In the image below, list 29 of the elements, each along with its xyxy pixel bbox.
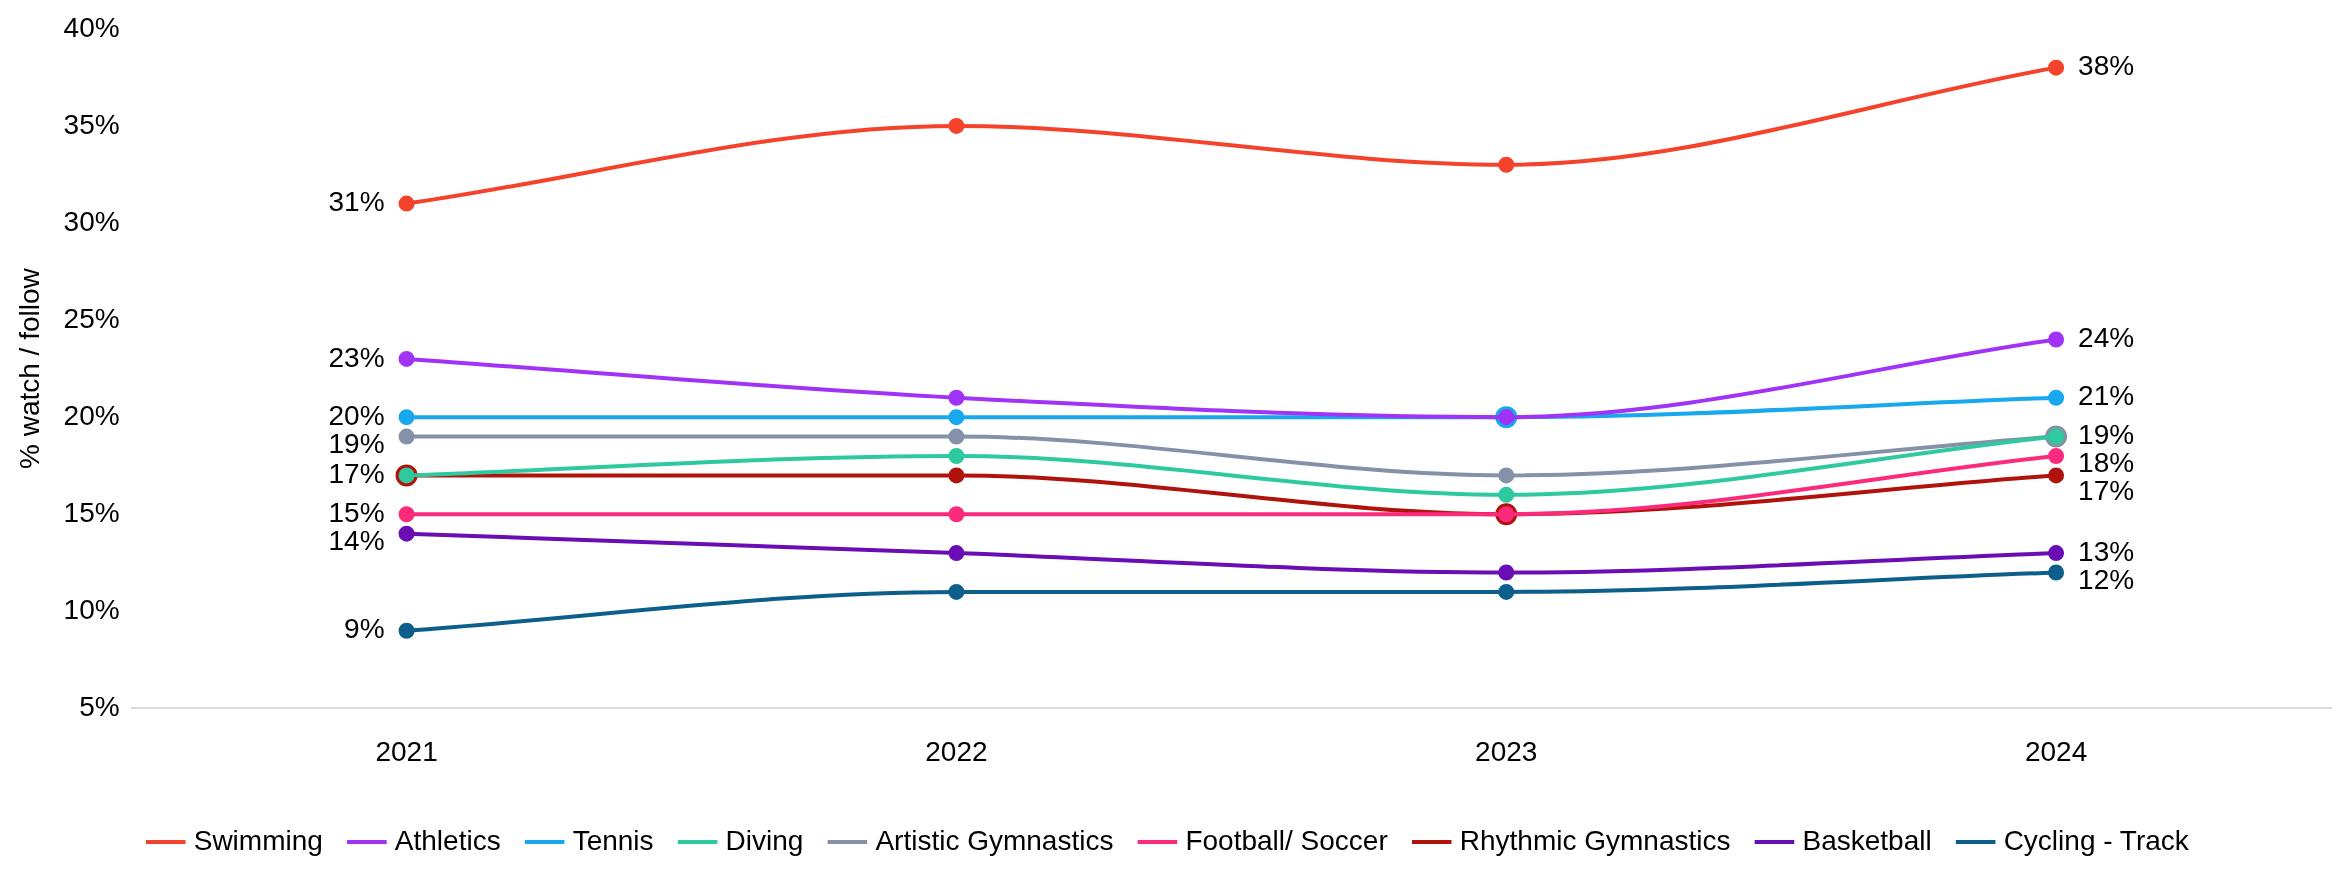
legend-label: Swimming <box>193 824 323 856</box>
y-tick-label: 40% <box>63 11 120 43</box>
legend-label: Artistic Gymnastics <box>875 824 1114 856</box>
y-tick-label: 30% <box>63 205 120 237</box>
legend-label: Tennis <box>572 824 654 856</box>
y-axis-title: % watch / follow <box>13 267 45 469</box>
legend-label: Diving <box>725 824 804 856</box>
data-label: 31% <box>328 186 385 218</box>
data-label: 21% <box>2078 380 2135 412</box>
legend-label: Athletics <box>394 824 501 856</box>
legend-label: Football/ Soccer <box>1185 824 1388 856</box>
y-tick-label: 5% <box>79 691 120 723</box>
y-tick-label: 35% <box>63 108 120 140</box>
data-label: 17% <box>328 458 385 490</box>
legend-label: Cycling - Track <box>2003 824 2190 856</box>
legend-label: Basketball <box>1802 824 1932 856</box>
y-tick-label: 10% <box>63 594 120 626</box>
y-tick-label: 15% <box>63 496 120 528</box>
data-label: 23% <box>328 341 385 373</box>
legend-label: Rhythmic Gymnastics <box>1459 824 1731 856</box>
y-tick-label: 20% <box>63 399 120 431</box>
data-label: 24% <box>2078 322 2135 354</box>
x-tick-label: 2021 <box>375 735 438 767</box>
x-tick-label: 2024 <box>2024 735 2088 767</box>
y-tick-label: 25% <box>63 302 120 334</box>
data-label: 9% <box>344 613 385 645</box>
data-label: 38% <box>2078 50 2135 82</box>
x-tick-label: 2022 <box>925 735 988 767</box>
x-tick-label: 2023 <box>1475 735 1538 767</box>
